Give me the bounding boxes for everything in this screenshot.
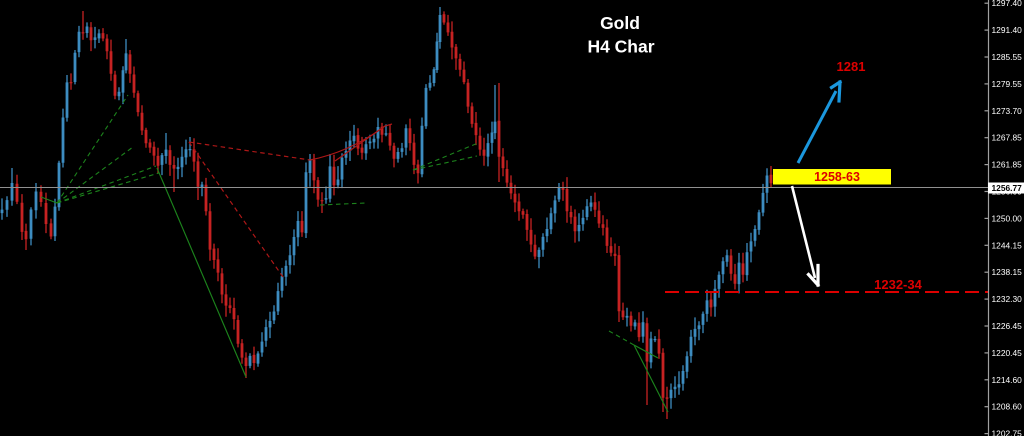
svg-text:1285.55: 1285.55	[992, 52, 1023, 62]
svg-text:H4 Char: H4 Char	[587, 37, 654, 57]
svg-text:1261.85: 1261.85	[992, 160, 1023, 170]
svg-text:1267.85: 1267.85	[992, 133, 1023, 143]
svg-text:1258-63: 1258-63	[814, 170, 860, 184]
svg-text:Gold: Gold	[600, 13, 640, 33]
svg-text:1279.55: 1279.55	[992, 79, 1023, 89]
svg-text:1202.75: 1202.75	[992, 429, 1023, 436]
svg-text:1238.15: 1238.15	[992, 267, 1023, 277]
svg-text:1250.00: 1250.00	[992, 213, 1023, 223]
svg-text:1297.40: 1297.40	[992, 0, 1023, 8]
svg-text:1256.77: 1256.77	[992, 183, 1023, 193]
svg-text:1226.45: 1226.45	[992, 321, 1023, 331]
svg-text:1232-34: 1232-34	[874, 277, 922, 292]
svg-text:1232.30: 1232.30	[992, 294, 1023, 304]
svg-text:1273.70: 1273.70	[992, 106, 1023, 116]
svg-text:1291.40: 1291.40	[992, 25, 1023, 35]
svg-text:1214.60: 1214.60	[992, 375, 1023, 385]
svg-text:1208.60: 1208.60	[992, 402, 1023, 412]
svg-text:1220.45: 1220.45	[992, 348, 1023, 358]
svg-text:1281: 1281	[837, 59, 866, 74]
svg-text:1244.15: 1244.15	[992, 240, 1023, 250]
